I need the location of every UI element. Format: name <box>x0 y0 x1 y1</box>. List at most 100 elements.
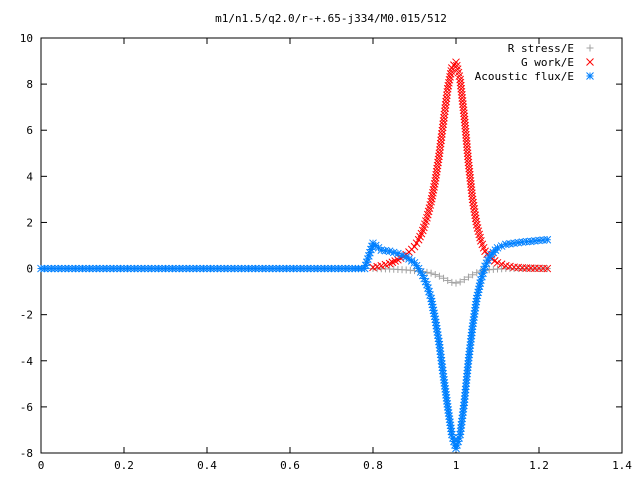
data-point <box>461 124 470 133</box>
data-point <box>431 271 439 279</box>
data-point <box>460 118 469 127</box>
y-tick-label: 6 <box>26 124 33 137</box>
data-point <box>452 279 460 287</box>
y-tick-label: 10 <box>20 32 33 45</box>
data-point <box>433 161 442 170</box>
data-point <box>440 110 449 119</box>
data-point <box>460 109 468 118</box>
data-point <box>429 188 437 197</box>
data-point <box>460 112 469 121</box>
data-point <box>461 127 470 136</box>
data-point <box>445 75 454 84</box>
data-point <box>459 100 467 108</box>
legend-label: G work/E <box>521 56 574 69</box>
data-point <box>472 294 481 303</box>
data-point <box>470 205 479 213</box>
data-point <box>468 195 477 204</box>
data-point <box>440 107 449 116</box>
data-point <box>437 136 445 145</box>
x-tick-label: 0 <box>38 459 45 472</box>
data-point <box>465 167 474 176</box>
data-point <box>469 201 478 210</box>
data-point <box>437 133 446 141</box>
chart-title: m1/n1.5/q2.0/r-+.65-j334/M0.015/512 <box>215 12 447 25</box>
data-point <box>465 164 473 173</box>
data-point <box>462 134 471 142</box>
data-point <box>445 78 453 87</box>
data-point <box>427 197 435 206</box>
data-point <box>435 152 443 161</box>
data-point <box>471 211 480 220</box>
data-point <box>442 97 450 106</box>
data-point <box>460 276 468 284</box>
y-tick-label: -8 <box>20 447 33 460</box>
legend-label: R stress/E <box>508 42 574 55</box>
data-point <box>458 91 466 99</box>
x-tick-label: 0.4 <box>197 459 217 472</box>
legend-marker <box>586 72 594 80</box>
data-point <box>469 198 477 207</box>
data-point <box>429 185 438 194</box>
data-point <box>461 121 469 130</box>
data-point <box>463 146 472 155</box>
y-tick-label: 2 <box>26 216 33 229</box>
data-point <box>433 164 441 173</box>
x-tick-label: 1.2 <box>529 459 549 472</box>
data-point <box>435 272 443 280</box>
data-point <box>458 94 467 102</box>
data-point <box>466 177 475 185</box>
data-point <box>428 191 437 200</box>
data-point <box>470 208 479 216</box>
data-point <box>543 264 552 273</box>
data-point <box>410 242 419 251</box>
y-tick-label: 0 <box>26 263 33 276</box>
data-point <box>493 243 502 252</box>
data-point <box>436 139 445 148</box>
data-point <box>435 149 444 158</box>
data-point <box>440 274 448 282</box>
data-point <box>456 278 464 286</box>
data-point <box>439 120 447 129</box>
data-point <box>394 249 402 258</box>
plot-frame <box>40 37 623 454</box>
data-point <box>468 189 476 198</box>
data-point <box>469 271 477 279</box>
legend-marker <box>586 44 594 52</box>
data-point <box>467 180 475 188</box>
series-1 <box>369 58 552 273</box>
data-point <box>463 149 472 158</box>
data-point <box>466 174 475 182</box>
data-point <box>431 174 440 182</box>
data-point <box>463 143 471 151</box>
data-point <box>471 214 480 223</box>
y-tick-label: -4 <box>20 355 34 368</box>
data-point <box>443 88 452 96</box>
data-point <box>459 103 468 112</box>
data-point <box>460 115 469 124</box>
data-point <box>438 130 446 138</box>
data-point <box>432 170 441 179</box>
data-point <box>459 106 468 115</box>
data-point <box>464 161 473 170</box>
data-point <box>464 155 473 164</box>
data-point <box>438 123 447 132</box>
data-point <box>493 258 502 267</box>
data-point <box>430 180 439 188</box>
legend-marker <box>586 58 594 66</box>
data-point <box>497 260 506 269</box>
data-point <box>468 192 477 201</box>
data-point <box>448 278 456 286</box>
data-point <box>443 84 452 93</box>
data-point <box>456 81 465 90</box>
data-point <box>464 273 472 281</box>
data-point <box>431 177 440 185</box>
series-0 <box>369 265 551 287</box>
data-point <box>412 239 421 248</box>
data-point <box>434 155 443 164</box>
data-point <box>464 152 472 161</box>
data-point <box>462 130 470 139</box>
data-point <box>501 240 510 249</box>
data-point <box>444 81 453 90</box>
data-point <box>435 146 444 154</box>
